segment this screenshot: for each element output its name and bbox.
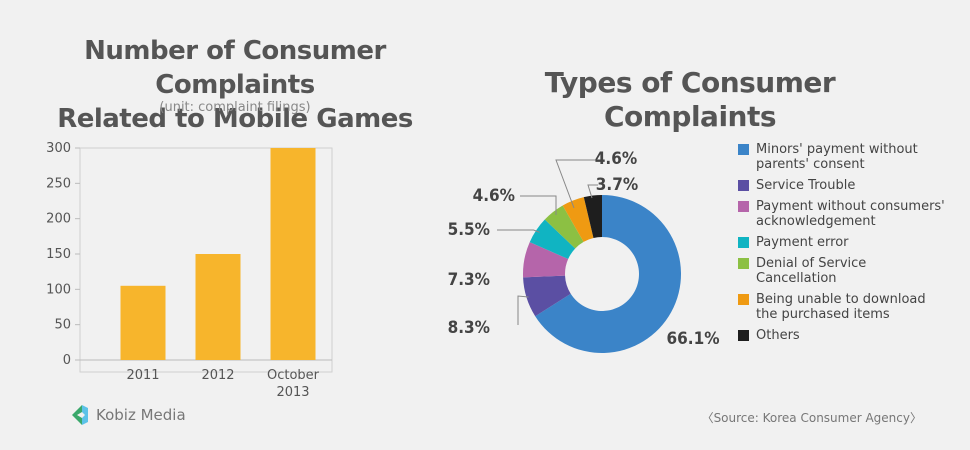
legend-swatch <box>738 294 749 305</box>
donut-slice <box>544 205 584 249</box>
legend-swatch <box>738 330 749 341</box>
slice-percent-label: 7.3% <box>448 270 490 290</box>
bar-chart-title-line2: Related to Mobile Games <box>57 104 413 134</box>
legend-swatch <box>738 144 749 155</box>
legend-label: Minors' payment without parents' consent <box>756 142 918 172</box>
donut-slice <box>523 242 569 278</box>
legend-swatch <box>738 237 749 248</box>
slice-percent-label: 8.3% <box>448 318 490 338</box>
donut-slice <box>583 195 602 238</box>
slice-percent-label: 3.7% <box>596 175 638 195</box>
bar-plot-frame <box>79 147 333 373</box>
y-tick-label: 0 <box>63 353 71 368</box>
legend-label: Payment error <box>756 235 849 250</box>
pie-chart-title: Types of Consumer Complaints <box>544 66 836 133</box>
leader-line <box>555 159 597 209</box>
legend-label: Denial of Service Cancellation <box>756 256 867 286</box>
legend-swatch <box>738 201 749 212</box>
legend-swatch <box>738 180 749 191</box>
legend-item: Others <box>738 328 963 343</box>
kobiz-logo: Kobiz Media <box>70 404 186 426</box>
leader-line <box>497 229 540 233</box>
y-tick-label: 200 <box>46 212 71 227</box>
legend-swatch <box>738 258 749 269</box>
bar-chart-title-line1: Number of Consumer Complaints <box>84 36 386 100</box>
y-tick-label: 250 <box>46 176 71 191</box>
legend-item: Being unable to download the purchased it… <box>738 292 963 322</box>
bar <box>270 148 316 360</box>
slice-percent-label: 4.6% <box>595 149 637 169</box>
leader-line <box>587 184 598 199</box>
legend-label: Service Trouble <box>756 178 856 193</box>
y-tick-label: 300 <box>46 141 71 156</box>
leader-line <box>517 295 529 325</box>
donut-slice <box>562 197 594 242</box>
donut-slice <box>529 219 576 260</box>
slice-percent-label: 4.6% <box>473 186 515 206</box>
legend-item: Payment error <box>738 235 963 250</box>
legend-label: Others <box>756 328 800 343</box>
y-tick-label: 100 <box>46 282 71 297</box>
bar-chart-unit: (unit: complaint filings) <box>159 100 311 115</box>
legend-item: Denial of Service Cancellation <box>738 256 963 286</box>
legend-label: Being unable to download the purchased it… <box>756 292 926 322</box>
bar-chart-title: Number of Consumer Complaints Related to… <box>20 34 450 136</box>
bar <box>120 285 166 360</box>
legend-item: Payment without consumers' acknowledgemen… <box>738 199 963 229</box>
x-tick-label: October <box>267 368 320 383</box>
x-tick-label: 2013 <box>276 385 309 400</box>
donut-slice <box>535 195 681 354</box>
leader-line <box>520 195 557 215</box>
legend-item: Minors' payment without parents' consent <box>738 142 963 172</box>
logo-text: Kobiz Media <box>96 406 186 424</box>
bar <box>195 254 241 360</box>
pie-legend: Minors' payment without parents' consent S… <box>738 142 963 349</box>
legend-label: Payment without consumers' acknowledgemen… <box>756 199 945 229</box>
legend-item: Service Trouble <box>738 178 963 193</box>
donut-slice <box>523 275 571 317</box>
kobiz-logo-icon <box>72 405 88 425</box>
x-tick-label: 2011 <box>126 368 159 383</box>
source-note: 〈Source: Korea Consumer Agency〉 <box>701 411 922 425</box>
y-tick-label: 50 <box>54 318 71 333</box>
x-tick-label: 2012 <box>201 368 234 383</box>
slice-percent-label: 5.5% <box>448 220 490 240</box>
y-tick-label: 150 <box>46 247 71 262</box>
slice-percent-label: 66.1% <box>666 329 719 349</box>
